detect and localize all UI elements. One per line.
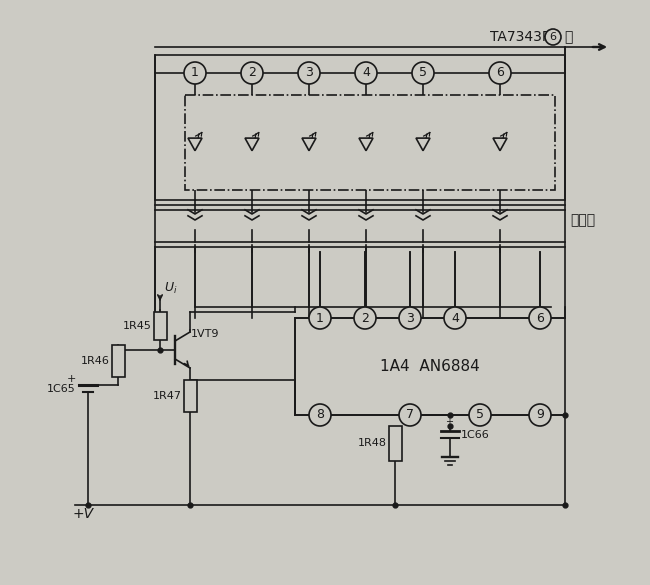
Text: 2: 2 <box>361 311 369 325</box>
Text: 7: 7 <box>406 408 414 422</box>
Text: 6: 6 <box>549 32 556 42</box>
Circle shape <box>399 404 421 426</box>
Circle shape <box>412 62 434 84</box>
Text: 3: 3 <box>305 67 313 80</box>
Circle shape <box>309 307 331 329</box>
Text: 8: 8 <box>316 408 324 422</box>
Text: 接插件: 接插件 <box>570 213 595 227</box>
Circle shape <box>355 62 377 84</box>
Text: +: + <box>445 417 453 427</box>
Text: 1R47: 1R47 <box>153 391 181 401</box>
Circle shape <box>298 62 320 84</box>
Text: 1R45: 1R45 <box>123 321 151 331</box>
Circle shape <box>529 404 551 426</box>
Text: 1: 1 <box>191 67 199 80</box>
Text: 1C65: 1C65 <box>47 384 76 394</box>
Text: 6: 6 <box>496 67 504 80</box>
Bar <box>295 318 565 415</box>
Text: 2: 2 <box>248 67 256 80</box>
Text: 5: 5 <box>419 67 427 80</box>
Text: 1R48: 1R48 <box>358 439 387 449</box>
Circle shape <box>444 307 466 329</box>
Circle shape <box>184 62 206 84</box>
Circle shape <box>529 307 551 329</box>
Text: TA7343P: TA7343P <box>490 30 551 44</box>
Text: 1R46: 1R46 <box>81 356 109 366</box>
Circle shape <box>354 307 376 329</box>
Bar <box>155 55 565 200</box>
Text: 1VT9: 1VT9 <box>191 329 220 339</box>
Text: 4: 4 <box>451 311 459 325</box>
Text: 1A4  AN6884: 1A4 AN6884 <box>380 359 480 374</box>
Bar <box>389 426 402 461</box>
Text: +: + <box>66 374 76 384</box>
Text: +V: +V <box>73 507 94 521</box>
Text: 1: 1 <box>316 311 324 325</box>
Text: 脚: 脚 <box>564 30 573 44</box>
Circle shape <box>241 62 263 84</box>
Circle shape <box>399 307 421 329</box>
Text: 5: 5 <box>476 408 484 422</box>
Bar <box>185 95 555 190</box>
Text: $U_i$: $U_i$ <box>164 281 177 296</box>
Text: 1C66: 1C66 <box>461 429 489 439</box>
Text: 3: 3 <box>406 311 414 325</box>
Circle shape <box>469 404 491 426</box>
Bar <box>153 312 166 340</box>
Circle shape <box>545 29 561 45</box>
Text: 6: 6 <box>536 311 544 325</box>
Bar <box>112 345 125 377</box>
Text: 9: 9 <box>536 408 544 422</box>
Bar <box>183 380 196 412</box>
Circle shape <box>489 62 511 84</box>
Text: 4: 4 <box>362 67 370 80</box>
Circle shape <box>309 404 331 426</box>
